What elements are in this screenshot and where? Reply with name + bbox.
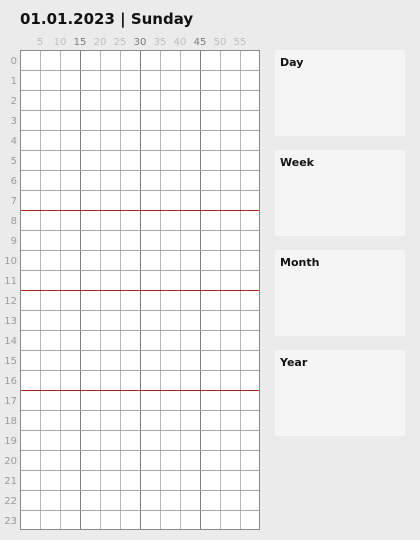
grid-row-line	[21, 190, 259, 191]
hour-label: 8	[10, 216, 17, 227]
grid-row-line	[21, 150, 259, 151]
grid-row-line	[21, 270, 259, 271]
hour-label: 9	[10, 236, 17, 247]
week-panel-label: Week	[280, 156, 314, 169]
minute-label: 45	[193, 37, 207, 48]
hour-label: 13	[4, 316, 17, 327]
hour-label: 17	[4, 396, 17, 407]
minute-label: 30	[133, 37, 147, 48]
grid-row-line	[21, 430, 259, 431]
grid-row-line	[21, 70, 259, 71]
grid-row-line	[21, 510, 259, 511]
grid-row-line	[21, 410, 259, 411]
grid-row-line	[21, 450, 259, 451]
month-panel-label: Month	[280, 256, 320, 269]
hour-label: 14	[4, 336, 17, 347]
grid-row-line	[21, 310, 259, 311]
minute-label: 40	[173, 37, 187, 48]
hour-label: 0	[10, 56, 17, 67]
time-marker-line	[21, 290, 259, 291]
hour-label: 22	[4, 496, 17, 507]
hour-label: 11	[4, 276, 17, 287]
grid-row-line	[21, 230, 259, 231]
day-schedule-grid[interactable]	[20, 50, 260, 530]
hour-label: 3	[10, 116, 17, 127]
hour-label: 4	[10, 136, 17, 147]
grid-row-line	[21, 370, 259, 371]
hour-label: 2	[10, 96, 17, 107]
month-notes-panel[interactable]: Month	[275, 250, 405, 336]
time-marker-line	[21, 390, 259, 391]
grid-row-line	[21, 470, 259, 471]
hour-label: 5	[10, 156, 17, 167]
hour-label: 7	[10, 196, 17, 207]
grid-row-line	[21, 490, 259, 491]
grid-row-line	[21, 330, 259, 331]
minute-label: 35	[153, 37, 167, 48]
hour-label: 18	[4, 416, 17, 427]
minute-label: 20	[93, 37, 107, 48]
year-panel-label: Year	[280, 356, 308, 369]
grid-row-line	[21, 350, 259, 351]
grid-row-line	[21, 130, 259, 131]
hour-label: 6	[10, 176, 17, 187]
minute-label: 10	[53, 37, 67, 48]
minute-label: 5	[36, 37, 44, 48]
hour-label: 1	[10, 76, 17, 87]
time-marker-line	[21, 210, 259, 211]
page-title: 01.01.2023 | Sunday	[20, 10, 194, 28]
grid-row-line	[21, 250, 259, 251]
hour-label: 20	[4, 456, 17, 467]
hour-label: 16	[4, 376, 17, 387]
grid-row-line	[21, 170, 259, 171]
grid-row-line	[21, 90, 259, 91]
year-notes-panel[interactable]: Year	[275, 350, 405, 436]
minute-scale: 5 10 15 20 25 30 35 40 45 50 55	[20, 36, 260, 50]
minute-label: 25	[113, 37, 127, 48]
hour-label: 15	[4, 356, 17, 367]
grid-row-line	[21, 110, 259, 111]
hour-scale: 0 1 2 3 4 5 6 7 8 9 10 11 12 13 14 15 16 17 18 19 20 21 22 23	[0, 50, 20, 530]
day-notes-panel[interactable]: Day	[275, 50, 405, 136]
minute-label: 15	[73, 37, 87, 48]
minute-label: 55	[233, 37, 247, 48]
hour-label: 12	[4, 296, 17, 307]
day-panel-label: Day	[280, 56, 304, 69]
minute-label: 50	[213, 37, 227, 48]
hour-label: 10	[4, 256, 17, 267]
hour-label: 21	[4, 476, 17, 487]
week-notes-panel[interactable]: Week	[275, 150, 405, 236]
hour-label: 23	[4, 516, 17, 527]
hour-label: 19	[4, 436, 17, 447]
